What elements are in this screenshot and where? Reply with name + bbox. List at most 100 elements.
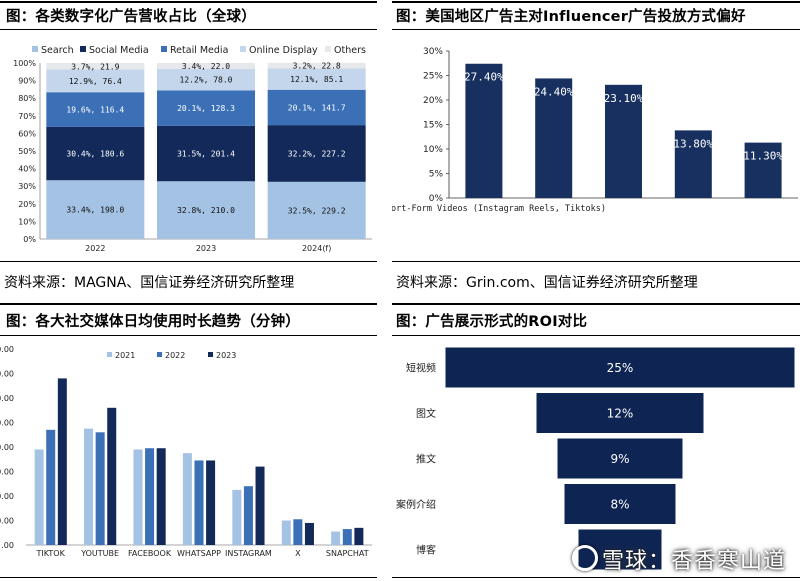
y-tick-label: 90%	[18, 77, 36, 86]
bar	[232, 489, 242, 545]
bar	[281, 520, 291, 545]
category-label: 推文	[416, 453, 436, 466]
y-tick-label: 20%	[423, 96, 443, 106]
panel1-title: 图：各类数字化广告营收占比（全球）	[6, 9, 256, 25]
stacked-share-chart: 0% 10% 20% 30% 40% 50% 60% 70% 80% 90% 100% 33.4%,…	[13, 45, 372, 253]
bar-segment	[267, 68, 366, 90]
data-label: 24.40%	[534, 85, 574, 98]
bar	[605, 84, 642, 198]
legend-swatch	[80, 46, 86, 52]
panel2-bottom-rule	[392, 261, 800, 262]
funnel-bar	[444, 346, 796, 389]
y-tick-label: 50.00	[0, 419, 14, 428]
data-label: 19.6%, 116.4	[66, 105, 124, 114]
watermark-text: 雪球：香香寒山道	[601, 549, 786, 574]
y-tick-label: 0%	[23, 235, 36, 244]
data-label: 12%	[607, 407, 634, 421]
bar-segment	[267, 62, 366, 69]
data-label: 32.5%, 229.2	[288, 206, 346, 215]
bar-segment	[157, 90, 255, 126]
legend-label: Online Display	[249, 45, 318, 56]
y-tick-label: 20%	[18, 200, 36, 209]
panel4-top-rule	[392, 303, 800, 305]
panel1-top-rule	[0, 1, 377, 3]
bar	[465, 63, 503, 199]
legend-label: 2023	[216, 351, 236, 360]
data-label: 25%	[607, 361, 634, 375]
funnel-bar	[563, 483, 677, 525]
bar	[255, 466, 265, 545]
bar	[145, 448, 155, 545]
y-tick-label: 60%	[18, 129, 36, 138]
category-label: 案例介绍	[396, 498, 436, 511]
y-tick-label: 80.00	[0, 345, 14, 354]
legend-label: 2021	[115, 351, 135, 360]
bar	[304, 522, 314, 545]
panel3-top-rule	[0, 303, 377, 305]
y-tick-label: 15%	[423, 121, 443, 131]
x-tick-label: SNAPCHAT	[326, 549, 369, 558]
y-tick-label: 30.00	[0, 468, 14, 477]
panel4-bottom-rule	[392, 577, 800, 578]
x-tick-label: INSTAGRAM	[225, 549, 272, 558]
bar-segment	[157, 181, 255, 239]
y-tick-label: 10%	[18, 217, 36, 226]
bar	[354, 527, 364, 545]
panel2-title-rule	[392, 29, 800, 30]
bar-segment	[46, 92, 145, 127]
x-tick-label: ort-Form Videos (Instagram Reels, Tiktok…	[392, 204, 606, 214]
category-label: 短视频	[406, 362, 436, 375]
data-label: 3.7%, 21.9	[71, 62, 119, 71]
bar	[342, 529, 352, 545]
legend-swatch	[240, 46, 246, 52]
panel4-title: 图：广告展示形式的ROI对比	[396, 314, 588, 330]
y-tick-label: 0%	[429, 194, 444, 204]
y-tick-label: 20.00	[0, 492, 14, 501]
data-label: 32.8%, 210.0	[177, 206, 235, 215]
bar	[744, 142, 782, 198]
bar	[156, 448, 166, 545]
x-tick-label: 2024(f)	[302, 244, 331, 253]
data-label: 3.4%, 22.0	[182, 62, 230, 71]
data-label: 11.30%	[743, 150, 783, 163]
panel1-bottom-rule	[0, 261, 377, 262]
influencer-preference-chart: 0% 5% 10% 15% 20% 25% 30% 27.40% 24.40% 23.10% 13…	[392, 47, 798, 214]
bar	[182, 453, 192, 545]
bar-segment	[46, 180, 145, 239]
data-label: 9%	[610, 452, 629, 466]
data-label: 20.1%, 128.3	[177, 104, 235, 113]
y-tick-label: 5%	[429, 170, 444, 180]
bar	[331, 531, 341, 545]
bar-segment	[46, 69, 145, 93]
x-tick-label: YOUTUBE	[80, 549, 119, 558]
bar-segment	[46, 63, 145, 70]
funnel-bar	[535, 392, 705, 434]
y-tick-label: 30%	[18, 182, 36, 191]
legend-swatch	[32, 46, 38, 52]
y-tick-label: 100%	[13, 59, 36, 68]
legend-label: Retail Media	[170, 45, 228, 56]
legend-swatch	[325, 46, 331, 52]
panel4-title-rule	[392, 335, 800, 336]
x-tick-label: 2022	[85, 244, 105, 253]
bar	[46, 429, 56, 545]
panel3-bottom-rule	[0, 577, 377, 578]
panel2-top-rule	[392, 1, 800, 3]
bar	[206, 460, 216, 545]
bar	[84, 428, 94, 545]
y-tick-label: 10.00	[0, 517, 14, 526]
bar	[34, 449, 44, 545]
y-tick-label: 70.00	[0, 370, 14, 379]
y-tick-label: 40%	[18, 165, 36, 174]
panel3-title: 图：各大社交媒体日均使用时长趋势（分钟）	[6, 314, 300, 330]
data-label: 8%	[610, 498, 629, 512]
panel3-title-rule	[0, 335, 377, 336]
panel2-title: 图：美国地区广告主对Influencer广告投放方式偏好	[396, 9, 746, 25]
bar	[107, 407, 117, 545]
bar	[535, 78, 573, 198]
data-label: 32.2%, 227.2	[288, 149, 346, 158]
x-tick-label: TIKTOK	[36, 549, 66, 558]
y-tick-label: 70%	[18, 112, 36, 121]
category-label: 图文	[416, 407, 436, 420]
